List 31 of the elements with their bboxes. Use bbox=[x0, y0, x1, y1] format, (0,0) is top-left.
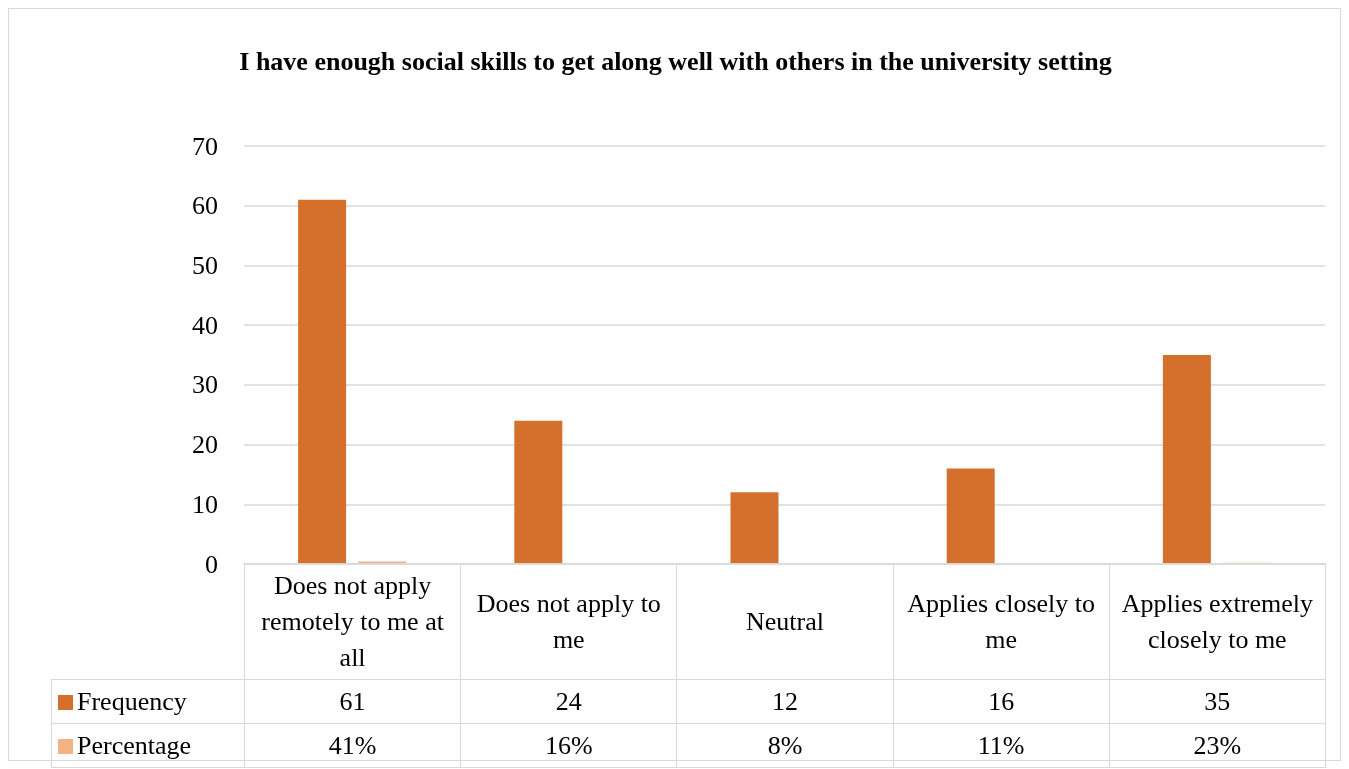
x-tick-label: Applies extremely closely to me bbox=[1109, 563, 1326, 680]
data-label: 8% bbox=[676, 723, 894, 768]
data-label: 23% bbox=[1109, 723, 1326, 768]
y-tick-label: 30 bbox=[192, 370, 218, 400]
chart-title: I have enough social skills to get along well with others in the university setting bbox=[239, 46, 1112, 76]
bar bbox=[1162, 355, 1211, 564]
y-tick-label: 40 bbox=[192, 310, 218, 340]
data-label: 41% bbox=[244, 723, 461, 768]
x-tick-label: Neutral bbox=[676, 563, 894, 680]
y-tick-label: 70 bbox=[192, 131, 218, 161]
x-tick-label: Does not apply to me bbox=[460, 563, 677, 680]
x-tick-label: Does not apply remotely to me at all bbox=[244, 563, 461, 680]
y-tick-label: 50 bbox=[192, 250, 218, 280]
bar bbox=[514, 420, 563, 564]
y-tick-label: 20 bbox=[192, 430, 218, 460]
data-label: 12 bbox=[676, 679, 894, 724]
data-label: 16% bbox=[460, 723, 677, 768]
x-tick-label: Applies closely to me bbox=[893, 563, 1110, 680]
bar bbox=[730, 492, 779, 564]
data-label: 24 bbox=[460, 679, 677, 724]
bar bbox=[298, 199, 347, 564]
data-label: 61 bbox=[244, 679, 461, 724]
y-tick-label: 0 bbox=[205, 549, 218, 579]
data-label: 16 bbox=[893, 679, 1110, 724]
legend-label: Frequency bbox=[51, 679, 245, 724]
data-label: 35 bbox=[1109, 679, 1326, 724]
y-tick-label: 60 bbox=[192, 191, 218, 221]
legend-label: Percentage bbox=[51, 723, 245, 768]
bar bbox=[946, 468, 995, 564]
y-tick-label: 10 bbox=[192, 489, 218, 519]
data-label: 11% bbox=[893, 723, 1110, 768]
